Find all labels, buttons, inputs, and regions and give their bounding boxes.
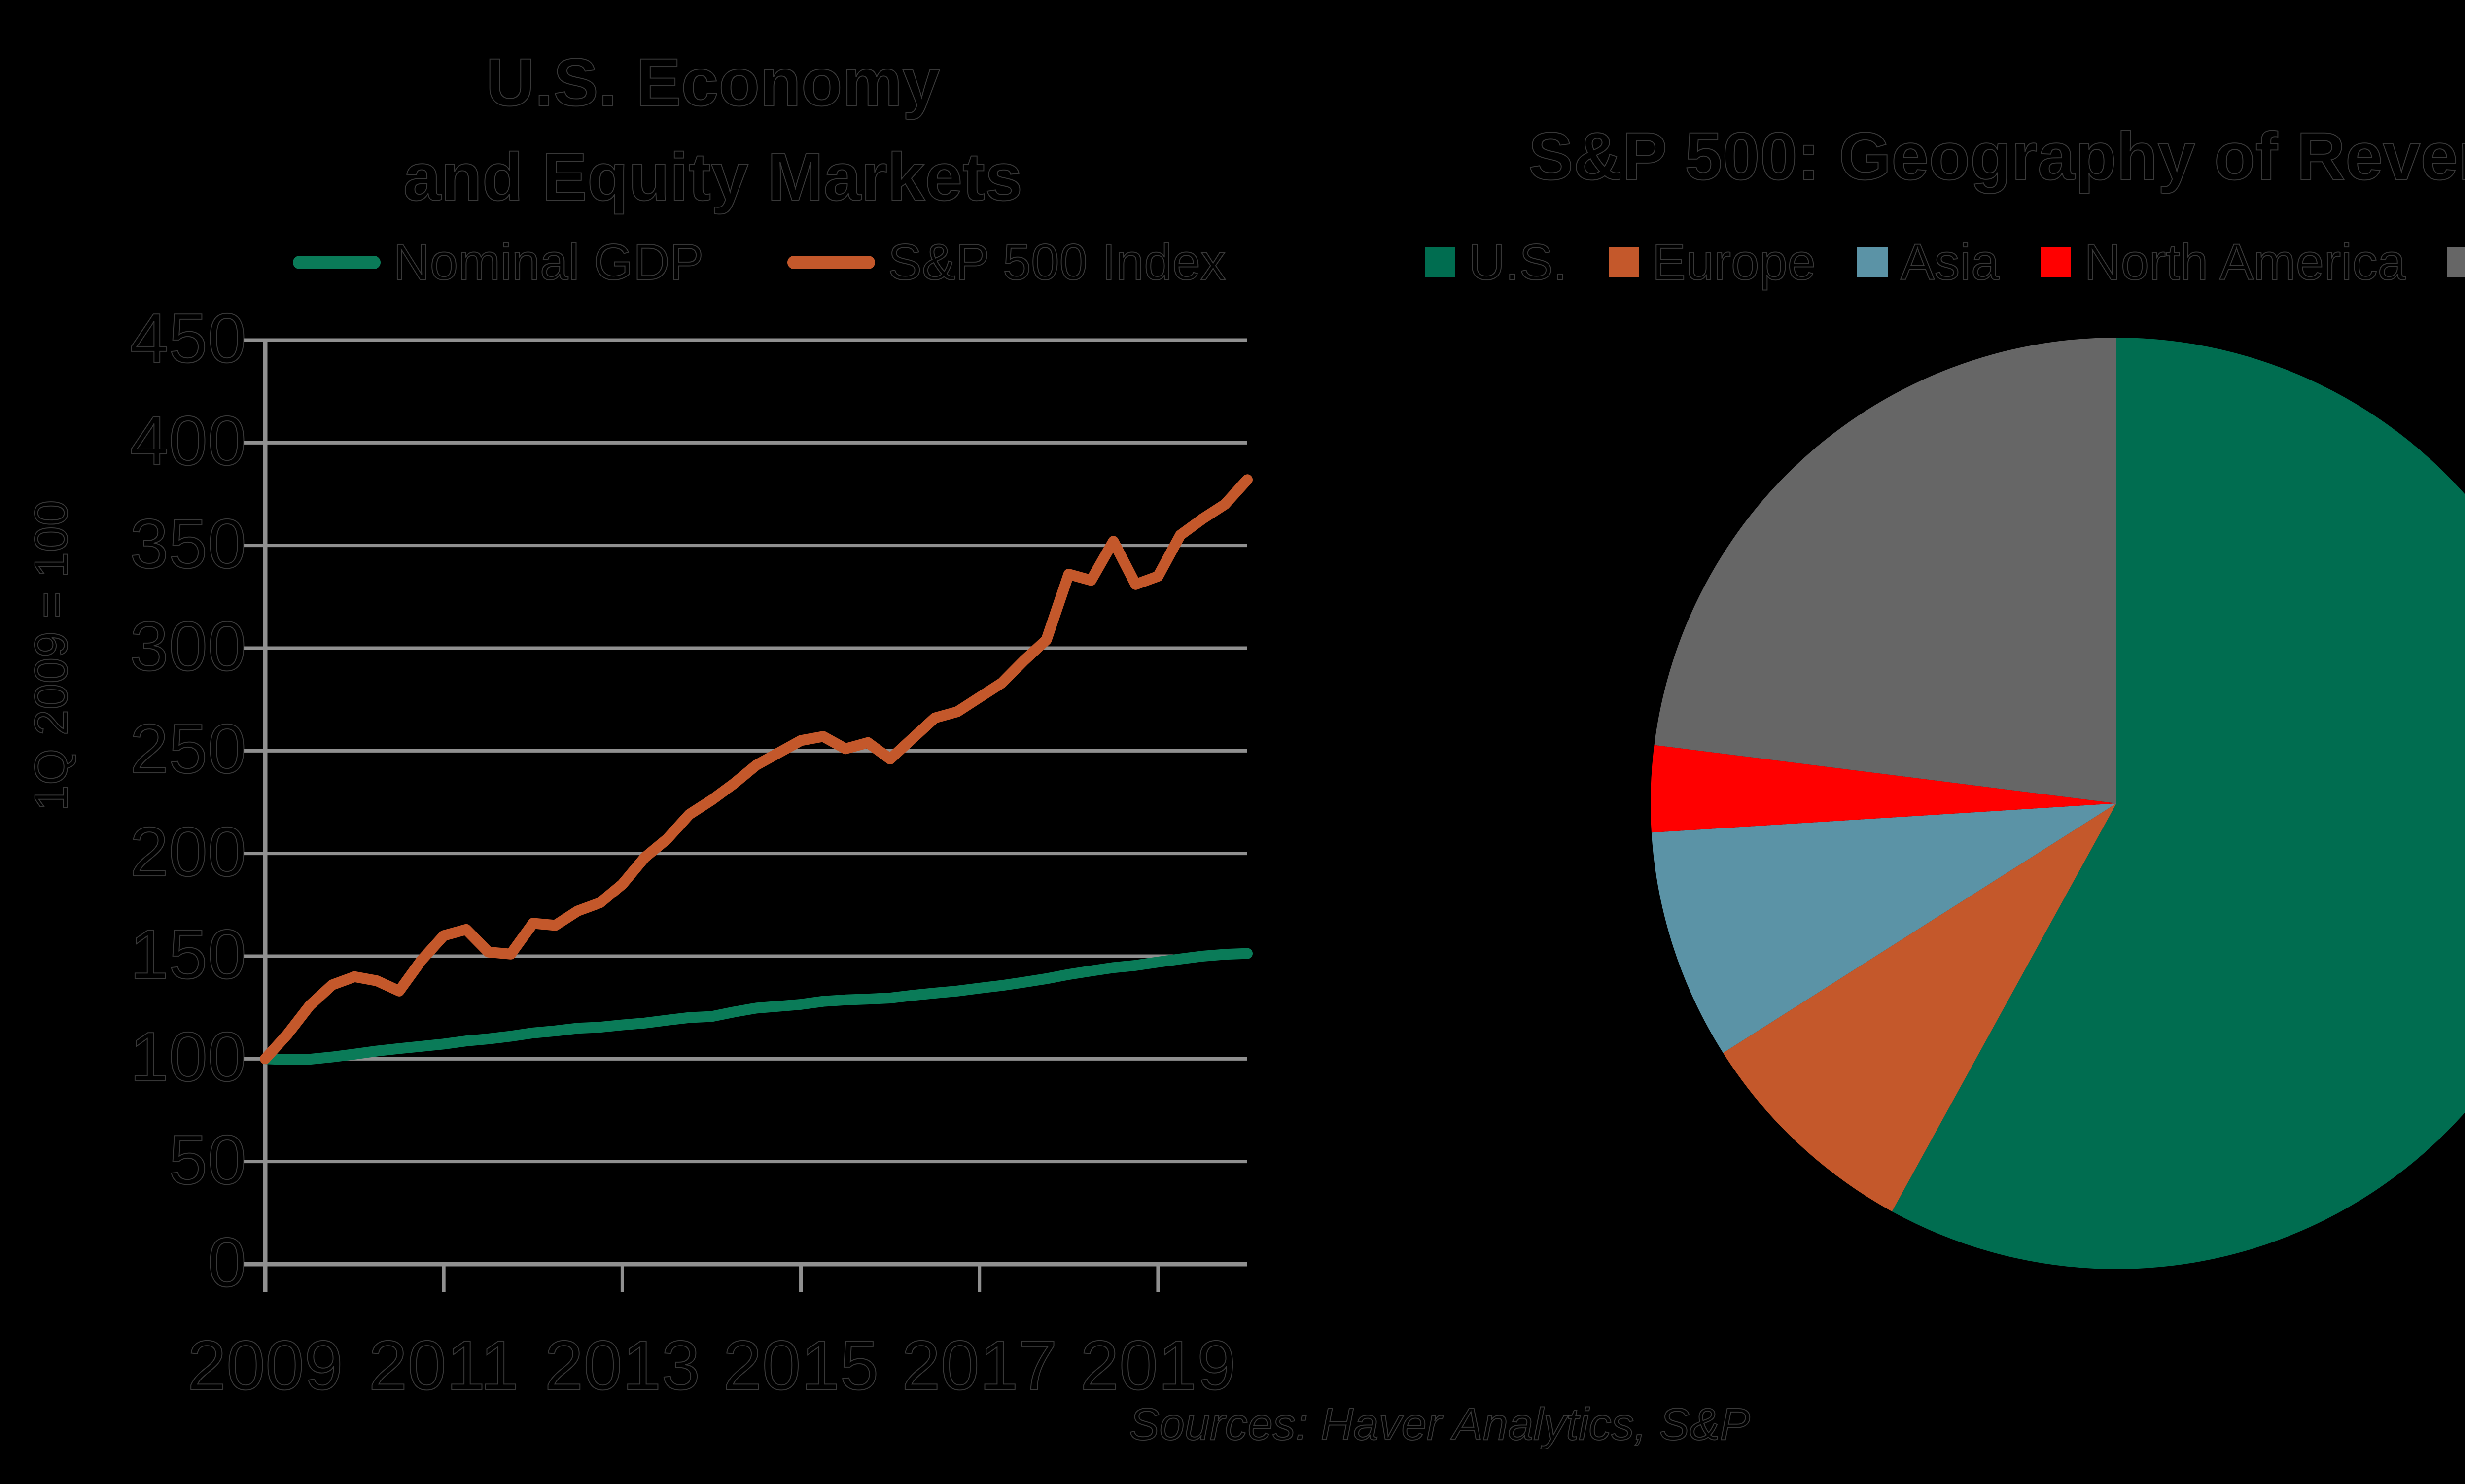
y-tick-label-50: 50 [168,1120,247,1199]
pie-chart-title: S&P 500: Geography of Revenue [1528,118,2465,195]
legend-label: Asia [1900,233,2000,291]
legend-label: North America [2083,233,2406,291]
pie-chart-legend: U.S. Europe Asia North America Other [1420,228,2465,297]
legend-item-europe: Europe [1608,233,1816,291]
legend-swatch-asia [1857,247,1888,277]
y-tick-label-200: 200 [129,812,247,891]
legend-label: Europe [1652,233,1816,291]
x-tick-label-2019: 2019 [1080,1326,1236,1405]
x-tick-label-2017: 2017 [901,1326,1058,1405]
legend-label: S&P 500 Index [887,233,1226,291]
y-tick-label-300: 300 [129,607,247,686]
y-tick-label-0: 0 [207,1223,247,1302]
legend-label: Nominal GDP [393,233,704,291]
legend-swatch-s-p-500-index [787,255,876,269]
legend-item-u-s-: U.S. [1425,233,1568,291]
pie-slice-asia [1651,803,2116,1053]
pie-slice-u-s- [1892,338,2465,1269]
line-chart-title: U.S. Economy and Equity Markets [195,35,1231,225]
legend-item-nominal-gdp: Nominal GDP [292,233,704,291]
y-tick-label-100: 100 [129,1018,247,1097]
legend-item-north-america: North America [2041,233,2406,291]
legend-swatch-other [2447,247,2465,277]
x-tick-label-2013: 2013 [544,1326,701,1405]
legend-swatch-u-s- [1425,247,1456,277]
x-tick-label-2009: 2009 [187,1326,344,1405]
pie-slice-europe [1723,803,2116,1212]
pie-slice-north-america [1651,745,2116,833]
source-note: Sources: Haver Analytics, S&P [1128,1399,1751,1450]
line-series-nominal-gdp [260,948,1253,1065]
line-series-s-p-500-index [260,474,1253,1065]
x-tick-label-2011: 2011 [368,1326,519,1405]
x-tick-label-2015: 2015 [723,1326,880,1405]
y-tick-label-450: 450 [129,299,247,378]
legend-swatch-europe [1608,247,1639,277]
y-tick-label-350: 350 [129,504,247,583]
legend-swatch-nominal-gdp [292,255,381,269]
pie-slice-other [1654,338,2116,803]
y-tick-label-250: 250 [129,710,247,789]
legend-item-other: Other [2447,233,2465,291]
line-chart-legend: Nominal GDP S&P 500 Index [207,228,1311,297]
y-tick-label-150: 150 [129,915,247,994]
legend-label: U.S. [1468,233,1567,291]
legend-item-s-p-500-index: S&P 500 Index [787,233,1226,291]
legend-item-asia: Asia [1857,233,2000,291]
y-tick-label-400: 400 [129,402,247,481]
legend-swatch-north-america [2041,247,2072,277]
line-chart-title-line2: and Equity Markets [403,139,1023,215]
line-chart-title-line1: U.S. Economy [485,44,940,121]
